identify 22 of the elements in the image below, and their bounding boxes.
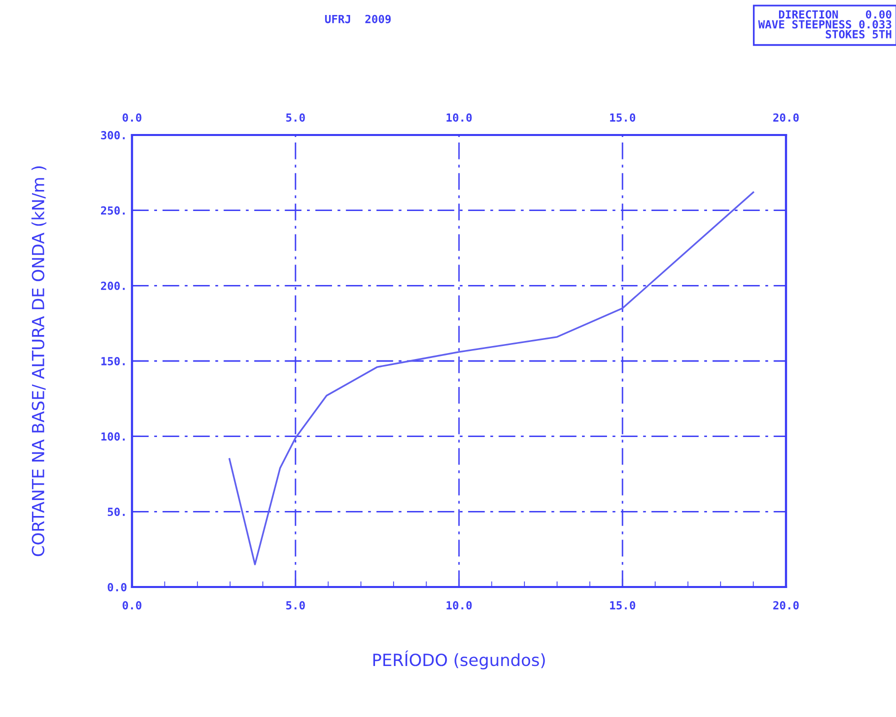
y-tick-label: 200. <box>101 282 125 290</box>
text: DIRECTION 0.00 WAVE STEEPNESS 0.033 STOKES 5TH <box>758 10 892 38</box>
x2-tick-label: 20.0 <box>773 601 799 610</box>
x2-tick-label: 10.0 <box>446 601 472 610</box>
y-tick-label: 300. <box>101 130 125 140</box>
x-axis-title: PERÍODO (segundos) <box>373 650 545 670</box>
y-axis-title: CORTANTE NA BASE/ ALTURA DE ONDA (kN/m ) <box>31 166 46 556</box>
y-tick-label: 0.0 <box>108 582 126 592</box>
x-tick-label: 0.0 <box>122 113 142 122</box>
y-tick-label: 50. <box>108 508 125 516</box>
x-tick-label: 20.0 <box>773 113 799 122</box>
chart-title: UFRJ 2009 <box>325 14 391 24</box>
x2-tick-label: 5.0 <box>286 601 305 610</box>
x-tick-label: 15.0 <box>610 113 636 122</box>
x-tick-label: 5.0 <box>286 113 305 122</box>
y-tick-label: 100. <box>101 432 125 441</box>
x2-tick-label: 15.0 <box>610 601 636 610</box>
x2-tick-label: 0.0 <box>122 601 142 610</box>
y-tick-label: 250. <box>101 206 125 215</box>
line-series <box>228 191 754 566</box>
y-tick-label: 150. <box>101 356 125 366</box>
x-tick-label: 10.0 <box>446 113 472 122</box>
